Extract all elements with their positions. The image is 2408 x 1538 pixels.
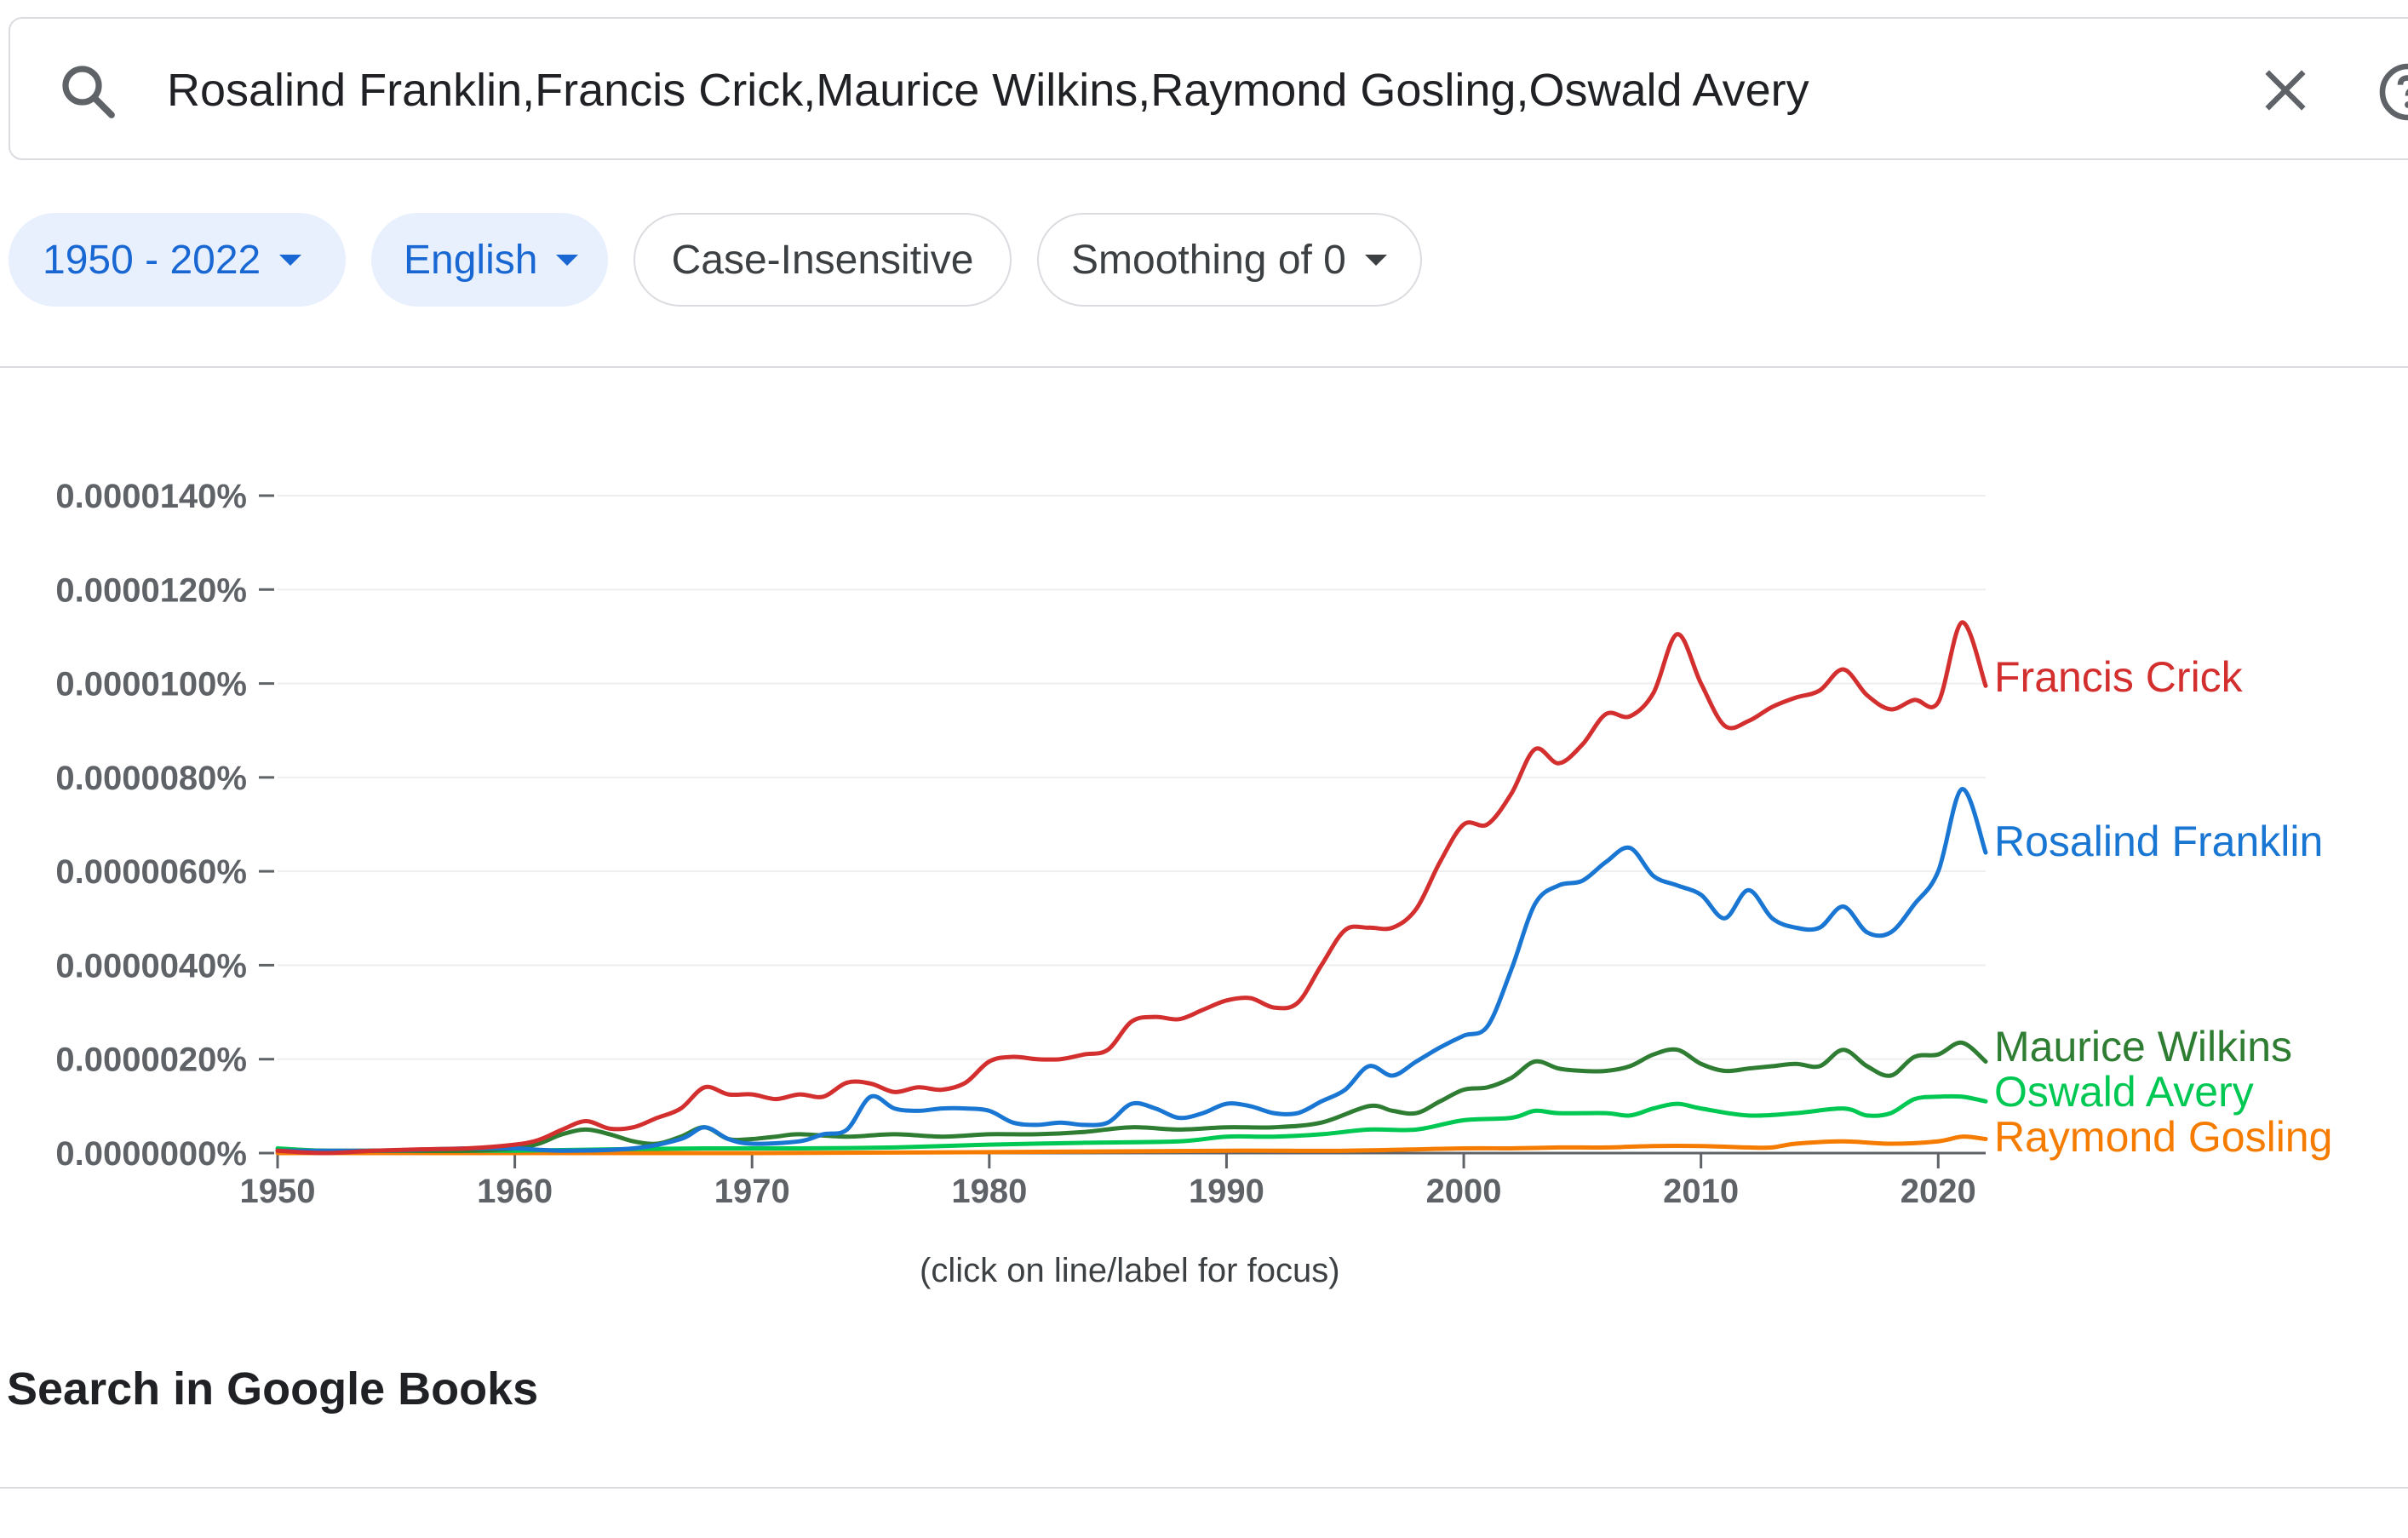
case-toggle[interactable]: Case-Insensitive <box>634 213 1012 307</box>
y-tick-label: 0.0000060% <box>55 853 247 891</box>
chevron-down-icon <box>1364 254 1387 266</box>
search-input[interactable]: Rosalind Franklin,Francis Crick,Maurice … <box>167 65 1809 116</box>
y-tick-label: 0.0000120% <box>55 571 247 609</box>
x-tick-label: 2020 <box>1901 1173 1976 1210</box>
filter-divider <box>0 366 2408 368</box>
y-tick-label: 0.0000080% <box>55 760 247 797</box>
y-tick-label: 0.0000140% <box>55 478 247 515</box>
series-line-francis-crick[interactable] <box>275 620 1988 1156</box>
x-tick-label: 1960 <box>477 1173 553 1210</box>
smoothing-label: Smoothing of 0 <box>1071 237 1346 283</box>
help-icon[interactable] <box>2377 61 2408 123</box>
series-label-raymond-gosling[interactable]: Raymond Gosling <box>1994 1113 2332 1161</box>
bottom-divider <box>0 1487 2408 1489</box>
y-tick-label: 0.0000100% <box>55 666 247 703</box>
y-tick-label: 0.0000000% <box>55 1135 247 1173</box>
series-line-oswald-avery[interactable] <box>275 1093 1988 1153</box>
series-label-oswald-avery[interactable]: Oswald Avery <box>1994 1068 2254 1116</box>
chart-hint: (click on line/label for focus) <box>920 1252 1340 1289</box>
x-tick-label: 2000 <box>1426 1173 1502 1210</box>
case-label: Case-Insensitive <box>671 237 974 283</box>
ngram-chart[interactable]: 0.0000000% 0.0000020% 0.0000040% 0.0000060%… <box>0 0 2408 1218</box>
x-tick-label: 1990 <box>1189 1173 1264 1210</box>
series-label-maurice-wilkins[interactable]: Maurice Wilkins <box>1994 1023 2292 1070</box>
x-tick-label: 1970 <box>714 1173 790 1210</box>
series-line-rosalind-franklin[interactable] <box>275 787 1988 1153</box>
x-tick-label: 2010 <box>1663 1173 1739 1210</box>
series-line-raymond-gosling[interactable] <box>275 1134 1988 1156</box>
chevron-down-icon <box>279 254 302 266</box>
search-icon[interactable] <box>58 61 119 123</box>
x-tick-label: 1950 <box>240 1173 316 1210</box>
year-range-dropdown[interactable]: 1950 - 2022 <box>9 213 346 307</box>
y-tick-label: 0.0000040% <box>55 947 247 984</box>
search-bar[interactable]: Rosalind Franklin,Francis Crick,Maurice … <box>9 17 2408 160</box>
y-tick-label: 0.0000020% <box>55 1042 247 1079</box>
language-dropdown[interactable]: English <box>371 213 608 307</box>
x-tick-label: 1980 <box>951 1173 1027 1210</box>
books-heading: Search in Google Books <box>7 1363 539 1415</box>
close-icon[interactable] <box>2258 63 2313 118</box>
series-label-francis-crick[interactable]: Francis Crick <box>1994 653 2244 701</box>
year-range-label: 1950 - 2022 <box>43 237 261 283</box>
series-label-rosalind-franklin[interactable]: Rosalind Franklin <box>1994 818 2323 865</box>
chevron-down-icon <box>556 254 579 266</box>
series-line-maurice-wilkins[interactable] <box>275 1040 1988 1153</box>
smoothing-dropdown[interactable]: Smoothing of 0 <box>1037 213 1422 307</box>
language-label: English <box>404 237 538 283</box>
